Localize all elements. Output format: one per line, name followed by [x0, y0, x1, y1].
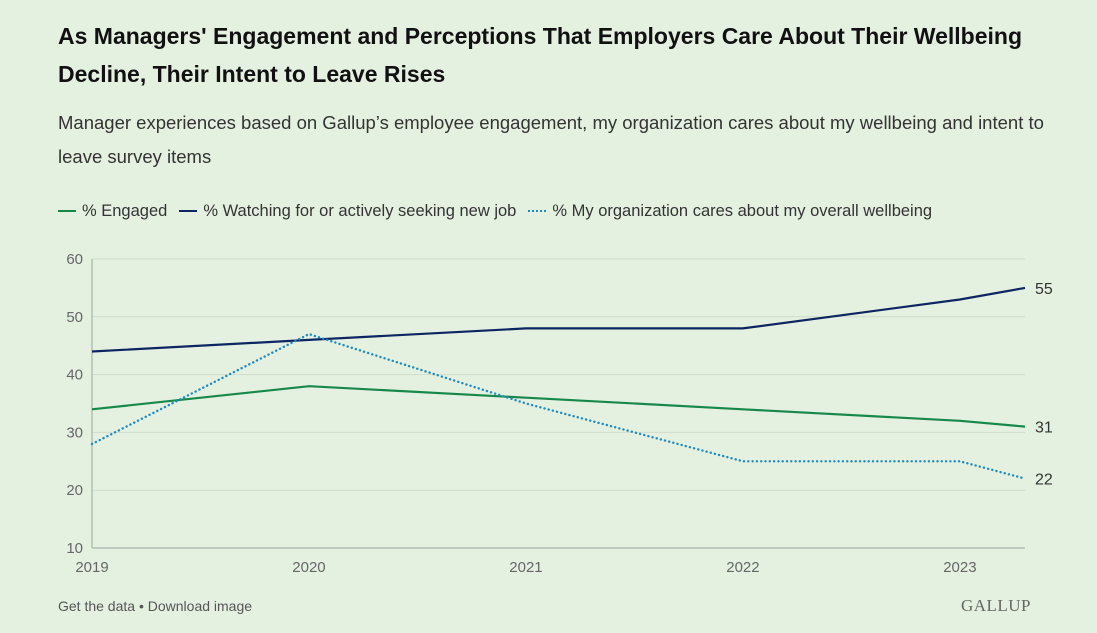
- chart-subtitle: Manager experiences based on Gallup’s em…: [58, 112, 1044, 167]
- gallup-logo: GALLUP: [960, 596, 1031, 615]
- legend-label-cares: % My organization cares about my overall…: [552, 201, 933, 220]
- x-tick-label: 2023: [943, 559, 976, 576]
- y-axis-ticks: 10 20 30 40 50 60: [66, 251, 83, 557]
- legend-item-cares[interactable]: % My organization cares about my overall…: [528, 202, 932, 221]
- end-label-cares: 22: [1035, 472, 1053, 489]
- legend-label-engaged: % Engaged: [82, 201, 168, 220]
- legend: % Engaged % Watching for or actively see…: [58, 200, 944, 222]
- gridlines: [91, 258, 1025, 549]
- legend-item-seeking[interactable]: % Watching for or actively seeking new j…: [179, 202, 516, 221]
- series-lines: [90, 286, 1027, 480]
- y-tick-label: 60: [66, 251, 83, 268]
- get-data-link[interactable]: Get the data: [58, 598, 136, 614]
- y-tick-label: 50: [66, 309, 83, 326]
- y-tick-label: 20: [66, 482, 83, 499]
- legend-swatch-cares: [528, 210, 547, 212]
- series-line-engaged: [91, 385, 1026, 428]
- chart-title: As Managers' Engagement and Perceptions …: [58, 23, 1023, 87]
- end-label-seeking: 55: [1035, 281, 1053, 298]
- x-tick-label: 2020: [292, 559, 325, 576]
- series-line-seeking: [91, 286, 1026, 353]
- x-axis-ticks: 2019 2020 2021 2022 2023: [75, 559, 976, 576]
- download-image-link[interactable]: Download image: [147, 598, 253, 614]
- x-tick-label: 2019: [75, 559, 108, 576]
- legend-item-engaged[interactable]: % Engaged: [58, 202, 167, 221]
- y-tick-label: 10: [66, 540, 83, 557]
- footer-separator: •: [135, 598, 148, 614]
- legend-label-seeking: % Watching for or actively seeking new j…: [203, 201, 517, 220]
- x-tick-label: 2021: [509, 559, 542, 576]
- y-tick-label: 40: [66, 367, 83, 384]
- legend-swatch-engaged: [58, 210, 76, 212]
- y-tick-label: 30: [66, 424, 83, 441]
- legend-swatch-seeking: [179, 210, 198, 212]
- series-line-cares: [90, 332, 1027, 480]
- x-tick-label: 2022: [726, 559, 759, 576]
- footer-links: Get the data • Download image: [58, 598, 252, 614]
- end-labels: 31 55 22: [1035, 281, 1053, 489]
- end-label-engaged: 31: [1035, 420, 1053, 437]
